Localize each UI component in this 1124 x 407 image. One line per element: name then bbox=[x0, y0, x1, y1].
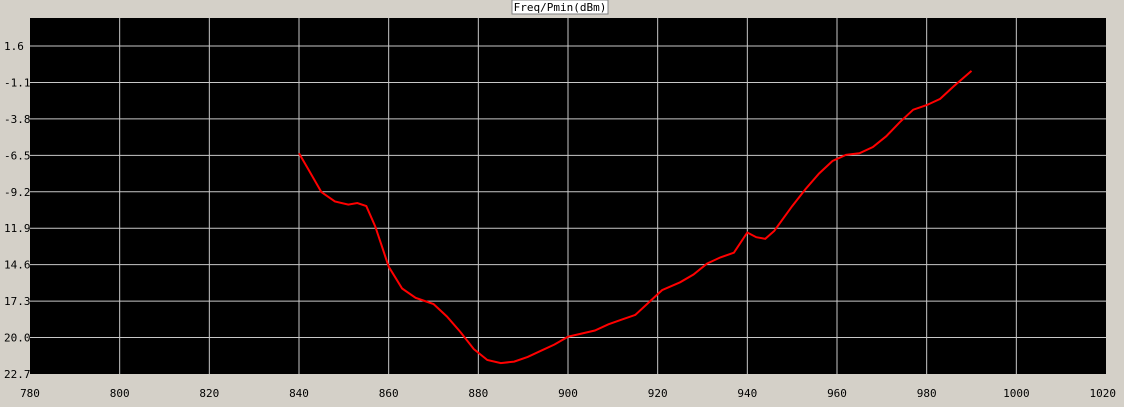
y-tick-label: -6.5 bbox=[4, 149, 31, 162]
chart-title-box bbox=[511, 0, 609, 15]
x-tick-label: 980 bbox=[917, 387, 937, 400]
x-tick-label: 860 bbox=[379, 387, 399, 400]
chart-title: Freq/Pmin(dBm) bbox=[514, 1, 607, 14]
y-axis-ticks: 1.6 -1.1 -3.8 -6.5 -9.2 11.9 14.6 17.3 20.0 22.7 bbox=[4, 40, 31, 381]
y-tick-label: 11.9 bbox=[4, 222, 31, 235]
x-tick-label: 920 bbox=[648, 387, 668, 400]
grid-lines bbox=[30, 18, 1106, 374]
x-tick-label: 940 bbox=[737, 387, 757, 400]
y-tick-label: 22.7 bbox=[4, 368, 31, 381]
x-tick-label: 840 bbox=[289, 387, 309, 400]
series-line bbox=[298, 70, 973, 365]
x-tick-label: 820 bbox=[199, 387, 219, 400]
x-tick-label: 780 bbox=[20, 387, 40, 400]
y-tick-label: -3.8 bbox=[4, 113, 31, 126]
x-tick-label: 900 bbox=[558, 387, 578, 400]
x-tick-label: 960 bbox=[827, 387, 847, 400]
x-tick-label: 800 bbox=[110, 387, 130, 400]
y-tick-label: 20.0 bbox=[4, 332, 31, 345]
y-tick-label: 1.6 bbox=[4, 40, 24, 53]
x-axis-ticks: 780 800 820 840 860 880 900 920 940 960 980 1000 102… bbox=[20, 387, 1116, 400]
x-tick-label: 880 bbox=[468, 387, 488, 400]
x-tick-label: 1020 bbox=[1090, 387, 1117, 400]
y-tick-label: -9.2 bbox=[4, 186, 31, 199]
x-tick-label: 1000 bbox=[1003, 387, 1030, 400]
y-tick-label: 14.6 bbox=[4, 259, 31, 272]
y-tick-label: -1.1 bbox=[4, 76, 31, 89]
y-tick-label: 17.3 bbox=[4, 295, 31, 308]
